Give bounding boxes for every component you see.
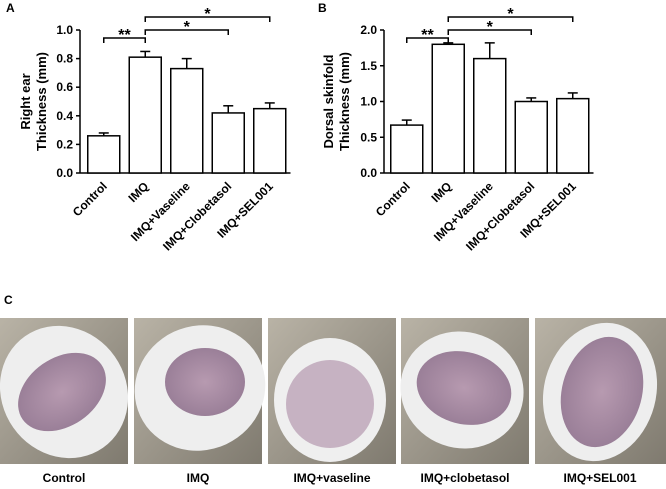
y-tick-label: 0.8 — [56, 52, 73, 66]
photo-caption: IMQ — [187, 471, 210, 485]
bar — [431, 43, 465, 174]
y-tick-label: 0.4 — [56, 109, 73, 123]
x-tick-label: IMQ — [125, 179, 151, 205]
panel-label: B — [318, 1, 327, 15]
photo — [400, 318, 529, 464]
y-axis-label: Thickness (mm) — [337, 52, 352, 151]
y-tick-label: 1.0 — [56, 23, 73, 37]
y-tick-label: 0.0 — [56, 166, 73, 180]
bar — [473, 57, 507, 174]
significance-bracket — [103, 37, 146, 43]
significance-bracket — [447, 16, 574, 22]
bar — [211, 112, 245, 174]
photo — [0, 318, 129, 464]
y-tick-label: 1.0 — [360, 95, 377, 109]
y-axis-label: Right ear — [18, 73, 33, 129]
y-axis-label: Dorsal skinfold — [321, 54, 336, 148]
photo-caption: IMQ+vaseline — [293, 471, 370, 485]
significance-bracket — [447, 29, 532, 35]
significance-bracket — [144, 16, 271, 22]
photo — [535, 318, 666, 464]
significance-label: ** — [118, 27, 131, 44]
y-tick-label: 0.0 — [360, 166, 377, 180]
significance-label: * — [204, 6, 211, 23]
y-tick-label: 0.5 — [360, 130, 377, 144]
bar — [390, 124, 424, 174]
photo-caption: IMQ+SEL001 — [563, 471, 636, 485]
bar — [128, 56, 162, 174]
photo-caption: Control — [43, 471, 86, 485]
photo-caption: IMQ+clobetasol — [420, 471, 509, 485]
significance-label: ** — [421, 27, 434, 44]
significance-label: * — [487, 19, 494, 36]
y-tick-label: 0.2 — [56, 137, 73, 151]
bar — [556, 97, 590, 174]
panel-label: C — [4, 293, 13, 307]
photo — [134, 318, 266, 464]
x-tick-label: Control — [70, 179, 110, 219]
significance-label: * — [184, 19, 191, 36]
panel-label: A — [6, 1, 15, 15]
significance-label: * — [507, 6, 514, 23]
bar — [514, 100, 548, 174]
significance-bracket — [144, 29, 229, 35]
photo — [268, 318, 396, 464]
x-tick-label: Control — [373, 179, 413, 219]
y-tick-label: 0.6 — [56, 80, 73, 94]
bar — [170, 67, 204, 174]
bar — [253, 107, 287, 174]
y-tick-label: 1.5 — [360, 59, 377, 73]
x-tick-label: IMQ — [428, 179, 454, 205]
bar — [87, 135, 121, 174]
y-tick-label: 2.0 — [360, 23, 377, 37]
y-axis-label: Thickness (mm) — [34, 52, 49, 151]
significance-bracket — [406, 37, 449, 43]
